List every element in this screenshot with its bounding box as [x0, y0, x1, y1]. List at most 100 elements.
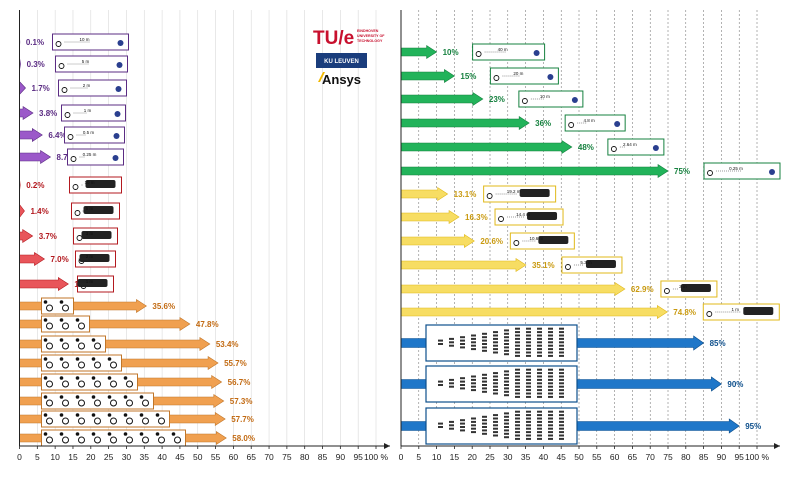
x-tick-label: 0 — [17, 452, 22, 462]
distance-label: 1 m — [84, 108, 92, 113]
peloton-rider-icon — [526, 437, 531, 440]
peloton-rider-icon — [482, 426, 487, 428]
value-label: 48% — [578, 143, 594, 152]
cyclist-icon — [94, 436, 101, 444]
peloton-rider-icon — [559, 437, 564, 440]
cyclist-icon — [78, 361, 85, 369]
cyclist-icon — [55, 41, 62, 47]
cyclist-icon — [707, 170, 713, 176]
cyclist-icon — [521, 98, 528, 104]
peloton-rider-icon — [515, 351, 520, 354]
cyclist-head-icon — [91, 376, 96, 380]
peloton-rider-icon — [526, 354, 531, 357]
bar-purple — [19, 149, 52, 165]
peloton-rider-icon — [515, 375, 520, 378]
peloton-rider-icon — [559, 368, 564, 371]
cyclist-icon — [74, 210, 81, 216]
peloton-rider-icon — [548, 348, 553, 351]
peloton-rider-icon — [548, 427, 553, 430]
peloton-rider-icon — [504, 346, 509, 349]
peloton-rider-icon — [515, 417, 520, 420]
value-label: 57.7% — [231, 415, 254, 424]
x-tick-label: 45 — [556, 452, 566, 462]
cyclist-head-icon — [43, 318, 48, 322]
cyclist-icon — [46, 304, 53, 312]
peloton-rider-icon — [548, 395, 553, 398]
peloton-rider-icon — [504, 412, 509, 415]
distance-label: 14.4 m — [516, 212, 530, 217]
peloton-rider-icon — [493, 344, 498, 347]
peloton-rider-icon — [482, 346, 487, 349]
peloton-rider-icon — [537, 395, 542, 398]
cyclist-head-icon — [43, 338, 48, 342]
x-tick-label: 90 — [336, 452, 346, 462]
cyclist-icon — [58, 63, 65, 69]
peloton-rider-icon — [515, 395, 520, 398]
peloton-rider-icon — [515, 427, 520, 430]
peloton-rider-icon — [493, 389, 498, 392]
vehicle-icon — [680, 284, 711, 292]
bar-red — [19, 276, 69, 292]
value-label: 3.7% — [39, 232, 57, 241]
peloton-rider-icon — [559, 351, 564, 354]
cyclist-icon — [64, 112, 71, 118]
schematic-box — [489, 67, 559, 85]
peloton-rider-icon — [548, 372, 553, 375]
peloton-rider-icon — [460, 429, 465, 432]
peloton-rider-icon — [515, 378, 520, 381]
cyclist-icon — [78, 399, 85, 407]
peloton-rider-icon — [526, 331, 531, 334]
bar-yellow — [400, 281, 626, 297]
axis-layer: 0 5 10 15 20 25 30 35 40 45 50 55 60 65 70 75 80 85 90 95 10… — [17, 10, 780, 462]
peloton-rider-icon — [493, 378, 498, 381]
bar-green — [400, 139, 573, 155]
distance-label: 0.25 m — [729, 166, 743, 171]
cyclist-head-icon — [75, 318, 80, 322]
x-tick-label: 85 — [699, 452, 709, 462]
peloton-rider-icon — [504, 384, 509, 386]
peloton-rider-icon — [515, 410, 520, 413]
peloton-rider-icon — [537, 344, 542, 347]
motorbike-icon — [614, 121, 621, 127]
peloton-rider-icon — [559, 420, 564, 423]
peloton-rider-icon — [548, 344, 553, 347]
peloton-rider-icon — [559, 431, 564, 434]
motorbike-icon — [652, 145, 659, 151]
peloton-rider-icon — [526, 348, 531, 351]
schematic-box — [67, 148, 124, 166]
vehicle-icon — [83, 206, 114, 214]
peloton-rider-icon — [504, 426, 509, 428]
peloton-rider-icon — [537, 392, 542, 395]
peloton-rider-icon — [548, 351, 553, 354]
cyclist-icon — [706, 311, 713, 317]
value-label: 75% — [674, 167, 690, 176]
cyclist-icon — [72, 184, 79, 190]
value-label: 16.3% — [465, 213, 488, 222]
distance-label: 10 m — [84, 180, 94, 185]
peloton-rider-icon — [559, 434, 564, 437]
cyclist-icon — [94, 361, 101, 369]
peloton-rider-icon — [515, 385, 520, 388]
motorbike-icon — [117, 40, 124, 46]
peloton-rider-icon — [471, 348, 476, 351]
peloton-rider-icon — [482, 377, 487, 380]
peloton-rider-icon — [493, 431, 498, 434]
kuleuven-logo-box — [316, 53, 367, 68]
peloton-rider-icon — [460, 377, 465, 380]
peloton-rider-icon — [515, 389, 520, 392]
peloton-rider-icon — [526, 424, 531, 427]
distance-label: 5.3 m — [580, 260, 592, 265]
bar-orange — [19, 298, 147, 314]
cyclist-icon — [142, 417, 149, 425]
value-label: 7.0% — [50, 255, 68, 264]
peloton-rider-icon — [438, 384, 443, 386]
cyclist-head-icon — [123, 395, 128, 399]
logos: TU/e EINDHOVEN UNIVERSITY OF TECHNOLOGY … — [313, 28, 385, 87]
peloton-rider-icon — [548, 354, 553, 357]
cyclist-head-icon — [123, 376, 128, 380]
peloton-rider-icon — [471, 420, 476, 423]
peloton-rider-icon — [460, 339, 465, 342]
peloton-rider-icon — [493, 427, 498, 430]
peloton-rider-icon — [438, 343, 443, 345]
peloton-rider-icon — [493, 424, 498, 427]
